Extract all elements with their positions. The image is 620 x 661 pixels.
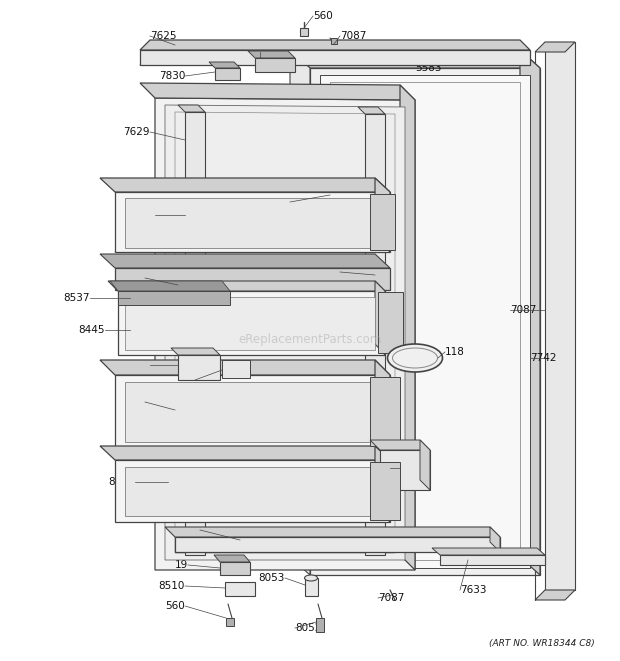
Text: 8445: 8445 — [79, 325, 105, 335]
Text: 7633: 7633 — [460, 585, 487, 595]
Text: 7832: 7832 — [174, 525, 200, 535]
Polygon shape — [380, 450, 430, 490]
Text: 560: 560 — [166, 601, 185, 611]
Text: 5583: 5583 — [415, 63, 441, 73]
Polygon shape — [125, 198, 375, 248]
Polygon shape — [432, 548, 545, 555]
Polygon shape — [331, 38, 337, 44]
Polygon shape — [165, 527, 500, 537]
Polygon shape — [115, 268, 390, 290]
Polygon shape — [125, 382, 375, 442]
Text: 7553: 7553 — [290, 197, 316, 207]
Polygon shape — [375, 446, 390, 522]
Polygon shape — [226, 618, 234, 626]
Polygon shape — [316, 618, 324, 632]
Polygon shape — [290, 50, 540, 68]
Text: 7742: 7742 — [530, 353, 557, 363]
Polygon shape — [255, 58, 295, 72]
Text: 8521: 8521 — [118, 397, 145, 407]
Polygon shape — [100, 254, 390, 268]
Text: 8353: 8353 — [169, 375, 195, 385]
Polygon shape — [535, 42, 575, 52]
Text: 7830: 7830 — [159, 71, 185, 81]
Text: 7625: 7625 — [150, 31, 177, 41]
Polygon shape — [490, 527, 500, 552]
Polygon shape — [185, 112, 205, 555]
Polygon shape — [220, 562, 250, 575]
Polygon shape — [118, 291, 230, 305]
Polygon shape — [100, 360, 390, 375]
Polygon shape — [108, 281, 385, 291]
Polygon shape — [115, 460, 390, 522]
Polygon shape — [125, 467, 375, 516]
Polygon shape — [118, 291, 385, 355]
Polygon shape — [214, 555, 250, 562]
Polygon shape — [140, 40, 530, 50]
Polygon shape — [378, 292, 403, 353]
Text: 7701: 7701 — [260, 47, 286, 57]
Text: 560: 560 — [313, 11, 333, 21]
Polygon shape — [100, 178, 390, 192]
Text: eReplacementParts.com: eReplacementParts.com — [238, 334, 382, 346]
Text: 8351: 8351 — [390, 463, 417, 473]
Polygon shape — [305, 578, 318, 596]
Text: 8352: 8352 — [340, 267, 366, 277]
Polygon shape — [215, 68, 240, 80]
Polygon shape — [520, 50, 540, 575]
Polygon shape — [375, 360, 390, 448]
Polygon shape — [171, 348, 220, 355]
Polygon shape — [140, 50, 530, 65]
Ellipse shape — [388, 344, 443, 372]
Polygon shape — [165, 105, 405, 560]
Polygon shape — [358, 107, 385, 114]
Polygon shape — [375, 178, 390, 252]
Polygon shape — [310, 68, 540, 575]
Polygon shape — [370, 194, 395, 250]
Polygon shape — [375, 281, 385, 355]
Polygon shape — [225, 582, 255, 596]
Polygon shape — [370, 377, 400, 446]
Polygon shape — [545, 42, 575, 590]
Polygon shape — [290, 50, 310, 575]
Polygon shape — [140, 83, 415, 100]
Text: 8062: 8062 — [128, 210, 155, 220]
Text: 7087: 7087 — [378, 593, 404, 603]
Polygon shape — [300, 28, 308, 36]
Text: 8053: 8053 — [259, 573, 285, 583]
Polygon shape — [178, 355, 220, 380]
Text: 8052: 8052 — [295, 623, 321, 633]
Text: (ART NO. WR18344 C8): (ART NO. WR18344 C8) — [489, 639, 595, 648]
Polygon shape — [320, 75, 530, 568]
Text: 8516: 8516 — [123, 360, 150, 370]
Polygon shape — [222, 360, 250, 378]
Polygon shape — [115, 375, 390, 448]
Polygon shape — [370, 462, 400, 520]
Polygon shape — [155, 98, 415, 570]
Polygon shape — [440, 555, 545, 565]
Text: 7629: 7629 — [123, 127, 150, 137]
Polygon shape — [178, 105, 205, 112]
Polygon shape — [100, 446, 390, 460]
Polygon shape — [400, 85, 415, 570]
Polygon shape — [115, 192, 390, 252]
Polygon shape — [209, 62, 240, 68]
Ellipse shape — [304, 575, 317, 581]
Text: 7087: 7087 — [510, 305, 536, 315]
Text: 8354: 8354 — [118, 273, 145, 283]
Polygon shape — [535, 590, 575, 600]
Polygon shape — [365, 114, 385, 555]
Text: 8510: 8510 — [159, 581, 185, 591]
Text: 19: 19 — [175, 560, 188, 570]
Polygon shape — [248, 51, 295, 58]
Polygon shape — [125, 297, 375, 350]
Text: 118: 118 — [445, 347, 465, 357]
Polygon shape — [370, 440, 430, 450]
Polygon shape — [420, 440, 430, 490]
Text: 8537: 8537 — [63, 293, 90, 303]
Text: 7087: 7087 — [340, 31, 366, 41]
Text: 8062: 8062 — [108, 477, 135, 487]
Polygon shape — [175, 537, 500, 552]
Polygon shape — [110, 281, 230, 291]
